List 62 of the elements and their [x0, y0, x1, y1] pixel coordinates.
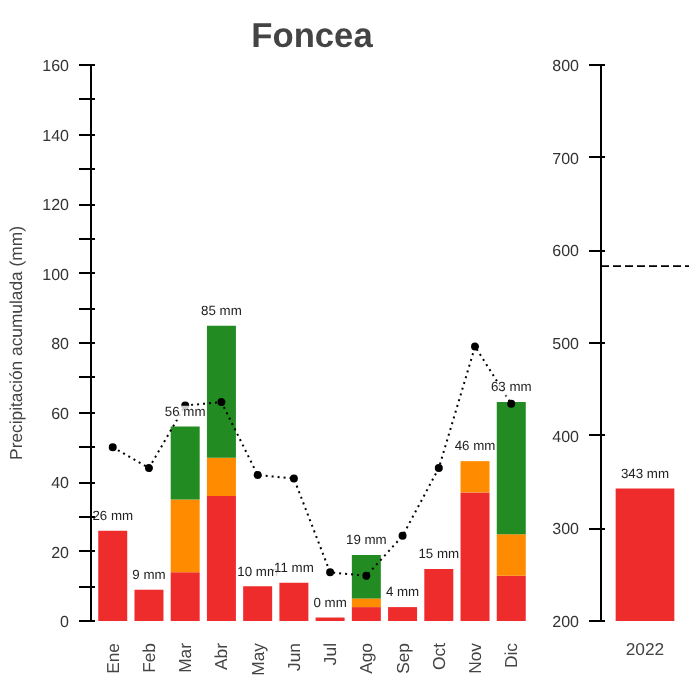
- x-tick-label: Feb: [138, 642, 159, 673]
- point: [253, 471, 262, 480]
- x-tick-label: Ago: [356, 642, 377, 674]
- point: [289, 474, 298, 483]
- bar: [206, 325, 236, 458]
- bar: [460, 492, 490, 621]
- y-tick-label: 800: [552, 57, 581, 75]
- y-tick-label: 500: [552, 335, 581, 353]
- y-tick-label: 120: [42, 196, 71, 214]
- y-tick-label: 100: [42, 265, 71, 284]
- x-tick-label: 2022: [625, 639, 665, 659]
- bar: [388, 607, 418, 621]
- x-tick-label: May: [247, 641, 268, 676]
- point: [471, 342, 480, 351]
- y-tick-label: 140: [42, 126, 71, 145]
- x-tick-label: Abr: [211, 642, 232, 670]
- bar: [134, 589, 164, 621]
- point: [217, 398, 226, 407]
- bar: [243, 586, 273, 621]
- bar: [351, 554, 381, 599]
- y-tick-label: 600: [552, 242, 581, 261]
- y-tick-label: 80: [51, 335, 71, 353]
- x-tick-label: Sep: [392, 642, 413, 674]
- bar: [424, 568, 454, 621]
- y-tick-label: 200: [552, 613, 581, 631]
- x-tick-label: Mar: [175, 642, 196, 673]
- point: [434, 464, 443, 473]
- y-tick-label: 400: [552, 427, 581, 446]
- bar: [496, 402, 526, 535]
- x-tick-label: Nov: [465, 641, 486, 674]
- y-tick-label: 20: [51, 543, 71, 562]
- y-axis-title: Precipitación acumulada (mm): [6, 225, 27, 460]
- point: [326, 568, 335, 577]
- bar: [460, 461, 490, 493]
- chart-title: Foncea: [251, 15, 374, 55]
- bar: [170, 572, 200, 621]
- point: [507, 399, 516, 408]
- bar: [206, 495, 236, 621]
- bar: [98, 530, 128, 621]
- y-tick-label: 300: [552, 520, 581, 539]
- point: [108, 443, 117, 452]
- x-tick-label: Dic: [501, 641, 522, 669]
- x-tick-label: Ene: [102, 642, 123, 674]
- bar: [496, 575, 526, 621]
- bar: [496, 534, 526, 576]
- x-tick-label: Jun: [283, 642, 304, 671]
- bar: [351, 607, 381, 621]
- bar: [279, 582, 309, 621]
- bar: [170, 426, 200, 500]
- y-tick-label: 40: [51, 474, 71, 492]
- bar: [170, 499, 200, 573]
- x-tick-label: Oct: [428, 641, 449, 670]
- y-tick-label: 160: [42, 57, 71, 75]
- y-tick-label: 700: [552, 149, 581, 168]
- bar: [206, 457, 236, 496]
- bar: [351, 598, 381, 608]
- y-tick-label: 0: [60, 613, 71, 631]
- point: [362, 571, 371, 580]
- x-tick-label: Jul: [320, 642, 341, 666]
- point: [144, 464, 153, 473]
- y-tick-label: 60: [51, 404, 71, 423]
- point: [398, 531, 407, 540]
